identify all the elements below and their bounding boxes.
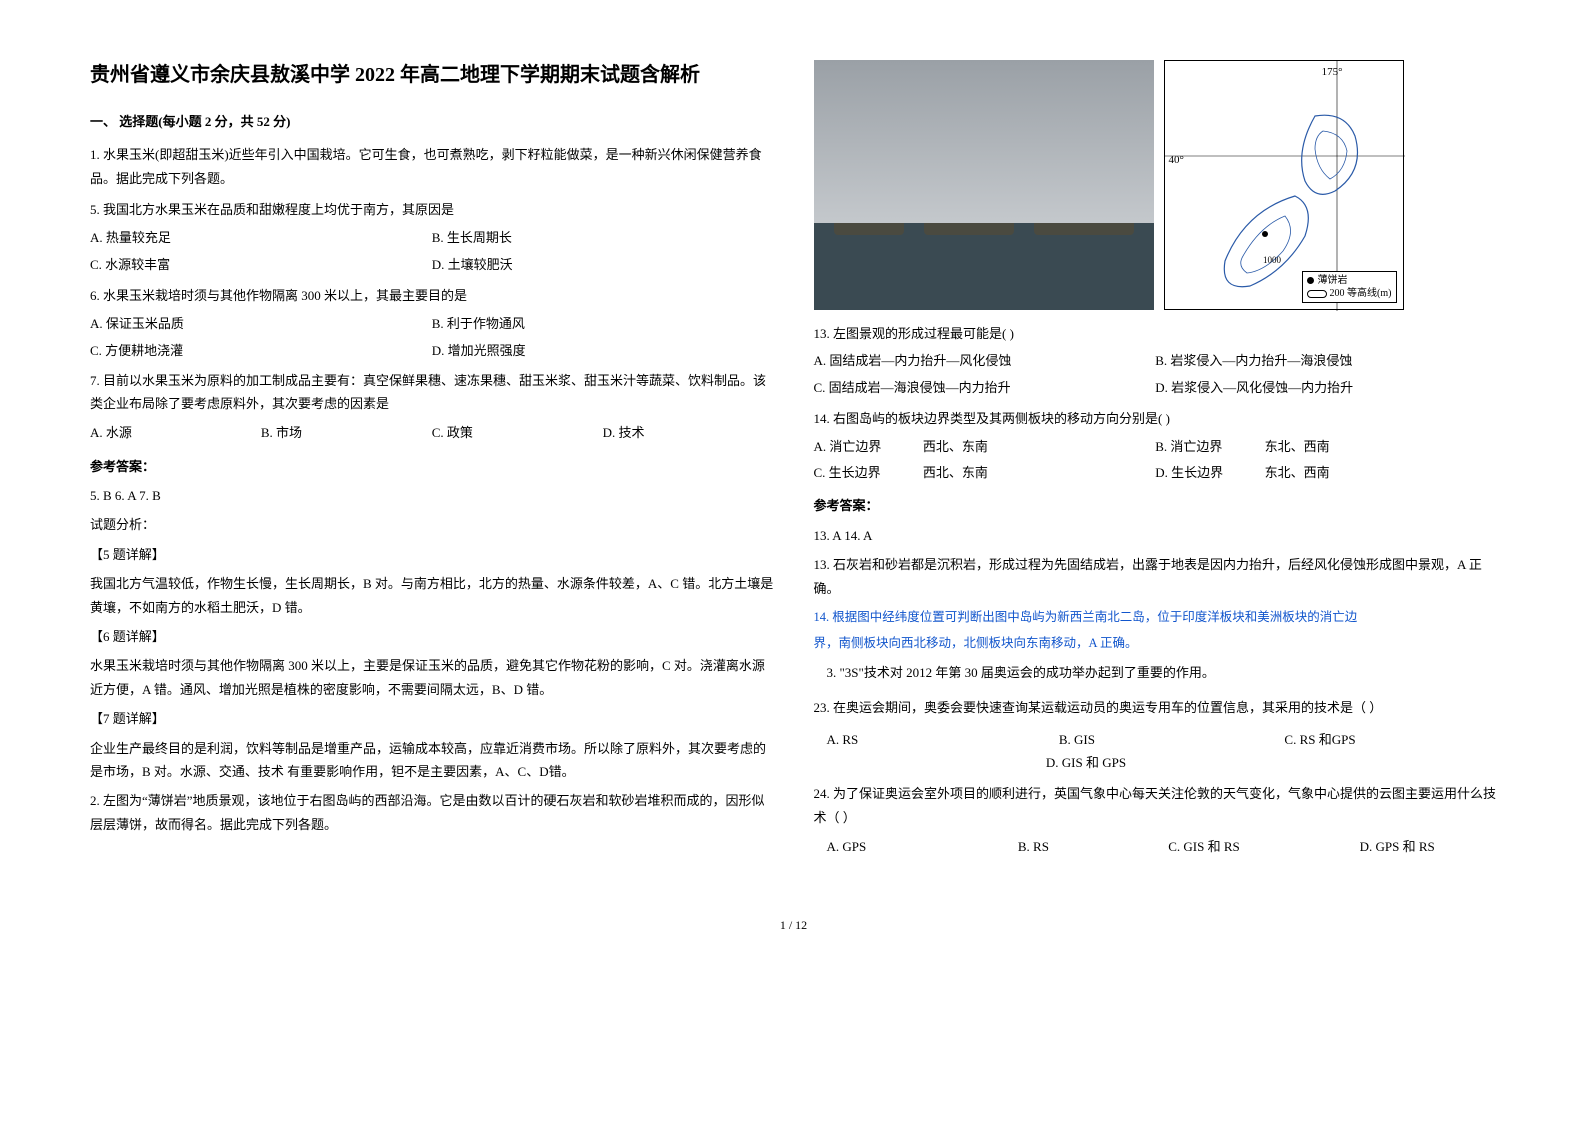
q6-stem: 6. 水果玉米栽培时须与其他作物隔离 300 米以上，其最主要目的是	[90, 284, 774, 307]
q14-c-l: C. 生长边界	[814, 461, 923, 484]
q7-d: D. 技术	[603, 421, 774, 444]
q6-opts-row1: A. 保证玉米品质 B. 利于作物通风	[90, 312, 774, 335]
q5-a: A. 热量较充足	[90, 226, 432, 249]
q6-b: B. 利于作物通风	[432, 312, 774, 335]
q13-c: C. 固结成岩—海浪侵蚀—内力抬升	[814, 376, 1156, 399]
detail-5-head: 【5 题详解】	[90, 543, 774, 566]
q14-c-r: 西北、东南	[923, 461, 1155, 484]
legend-contour: 200 等高线(m)	[1307, 287, 1392, 300]
exp-13: 13. 石灰岩和砂岩都是沉积岩，形成过程为先固结成岩，出露于地表是因内力抬升，后…	[814, 553, 1498, 600]
q2-intro: 2. 左图为“薄饼岩”地质景观，该地位于右图岛屿的西部沿海。它是由数以百计的硬石…	[90, 789, 774, 836]
detail-6-head: 【6 题详解】	[90, 625, 774, 648]
detail-7-head: 【7 题详解】	[90, 707, 774, 730]
q6-d: D. 增加光照强度	[432, 339, 774, 362]
q14-d-l: D. 生长边界	[1155, 461, 1264, 484]
q13-b: B. 岩浆侵入—内力抬升—海浪侵蚀	[1155, 349, 1497, 372]
q7-c: C. 政策	[432, 421, 603, 444]
q14-opts: A. 消亡边界 西北、东南 B. 消亡边界 东北、西南 C. 生长边界 西北、东…	[814, 435, 1498, 485]
svg-text:1000: 1000	[1263, 255, 1282, 265]
q7-stem: 7. 目前以水果玉米为原料的加工制成品主要有：真空保鲜果穗、速冻果穗、甜玉米浆、…	[90, 369, 774, 416]
q24-c: C. GIS 和 RS	[1168, 835, 1359, 858]
q6-c: C. 方便耕地浇灌	[90, 339, 432, 362]
q5-d: D. 土壤较肥沃	[432, 253, 774, 276]
q3-intro: 3. "3S"技术对 2012 年第 30 届奥运会的成功举办起到了重要的作用。	[827, 661, 1498, 684]
q23-d: D. GIS 和 GPS	[1046, 751, 1272, 774]
q5-b: B. 生长周期长	[432, 226, 774, 249]
answer-1314: 13. A 14. A	[814, 524, 1498, 547]
exp-14-l1: 14. 根据图中经纬度位置可判断出图中岛屿为新西兰南北二岛，位于印度洋板块和美洲…	[814, 606, 1498, 629]
q5-opts-row2: C. 水源较丰富 D. 土壤较肥沃	[90, 253, 774, 276]
detail-6-body: 水果玉米栽培时须与其他作物隔离 300 米以上，主要是保证玉米的品质，避免其它作…	[90, 654, 774, 701]
q14-stem: 14. 右图岛屿的板块边界类型及其两侧板块的移动方向分别是( )	[814, 407, 1498, 430]
q7-opts: A. 水源 B. 市场 C. 政策 D. 技术	[90, 421, 774, 444]
pancake-photo	[814, 60, 1154, 310]
q13-a: A. 固结成岩—内力抬升—风化侵蚀	[814, 349, 1156, 372]
dot-icon	[1307, 277, 1314, 284]
q7-a: A. 水源	[90, 421, 261, 444]
answer-567: 5. B 6. A 7. B	[90, 484, 774, 507]
q24-opts: A. GPS B. RS C. GIS 和 RS D. GPS 和 RS	[814, 835, 1498, 858]
q14-d-r: 东北、西南	[1265, 461, 1497, 484]
q1-intro: 1. 水果玉米(即超甜玉米)近些年引入中国栽培。它可生食，也可煮熟吃，剥下籽粒能…	[90, 143, 774, 190]
q13-stem: 13. 左图景观的形成过程最可能是( )	[814, 322, 1498, 345]
q23-c: C. RS 和GPS	[1284, 728, 1510, 751]
analysis-label: 试题分析：	[90, 513, 774, 536]
q23-opts: A. RS B. GIS C. RS 和GPS D. GIS 和 GPS	[814, 728, 1498, 775]
section-1-head: 一、 选择题(每小题 2 分，共 52 分)	[90, 110, 774, 133]
q7-b: B. 市场	[261, 421, 432, 444]
answer-head-2: 参考答案：	[814, 494, 1498, 517]
q24-b: B. RS	[1018, 835, 1168, 858]
q14-a-r: 西北、东南	[923, 435, 1155, 458]
rock-shape	[924, 60, 1014, 235]
legend-pancake: 薄饼岩	[1307, 274, 1392, 287]
q24-a: A. GPS	[827, 835, 1018, 858]
exp-14-l2: 界，南侧板块向西北移动，北侧板块向东南移动，A 正确。	[814, 632, 1498, 655]
q24-d: D. GPS 和 RS	[1360, 835, 1510, 858]
rock-shape	[1034, 75, 1134, 235]
right-column: 175° 40° 1000 薄饼岩 200 等高线(m) 13.	[814, 60, 1498, 865]
detail-7-body: 企业生产最终目的是利润，饮料等制品是增重产品，运输成本较高，应靠近消费市场。所以…	[90, 737, 774, 784]
q23-a: A. RS	[827, 728, 1059, 751]
doc-title: 贵州省遵义市余庆县敖溪中学 2022 年高二地理下学期期末试题含解析	[90, 60, 774, 90]
q23-stem: 23. 在奥运会期间，奥委会要快速查询某运载运动员的奥运专用车的位置信息，其采用…	[814, 696, 1498, 719]
q5-opts-row1: A. 热量较充足 B. 生长周期长	[90, 226, 774, 249]
contour-icon	[1307, 290, 1327, 298]
q6-opts-row2: C. 方便耕地浇灌 D. 增加光照强度	[90, 339, 774, 362]
figure-wrap: 175° 40° 1000 薄饼岩 200 等高线(m)	[814, 60, 1498, 310]
q23-b: B. GIS	[1059, 728, 1285, 751]
q13-d: D. 岩浆侵入—风化侵蚀—内力抬升	[1155, 376, 1497, 399]
q6-a: A. 保证玉米品质	[90, 312, 432, 335]
rock-shape	[834, 95, 904, 235]
q23-c-tail	[814, 751, 1046, 774]
q13-opts: A. 固结成岩—内力抬升—风化侵蚀 B. 岩浆侵入—内力抬升—海浪侵蚀 C. 固…	[814, 349, 1498, 399]
q14-a-l: A. 消亡边界	[814, 435, 923, 458]
q24-stem: 24. 为了保证奥运会室外项目的顺利进行，英国气象中心每天关注伦敦的天气变化，气…	[814, 782, 1498, 829]
left-column: 贵州省遵义市余庆县敖溪中学 2022 年高二地理下学期期末试题含解析 一、 选择…	[90, 60, 774, 865]
q5-stem: 5. 我国北方水果玉米在品质和甜嫩程度上均优于南方，其原因是	[90, 198, 774, 221]
detail-5-body: 我国北方气温较低，作物生长慢，生长周期长，B 对。与南方相比，北方的热量、水源条…	[90, 572, 774, 619]
answer-head-1: 参考答案：	[90, 455, 774, 478]
nz-map: 175° 40° 1000 薄饼岩 200 等高线(m)	[1164, 60, 1404, 310]
q14-b-r: 东北、西南	[1265, 435, 1497, 458]
page-number: 1 / 12	[90, 915, 1497, 937]
q14-b-l: B. 消亡边界	[1155, 435, 1264, 458]
map-legend: 薄饼岩 200 等高线(m)	[1302, 271, 1397, 303]
q5-c: C. 水源较丰富	[90, 253, 432, 276]
